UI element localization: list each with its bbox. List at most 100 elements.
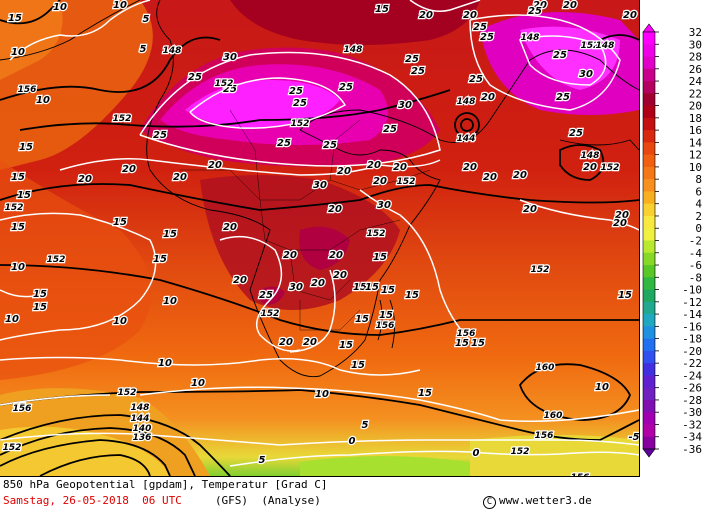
temperature-label: 15	[33, 289, 47, 300]
legend-value-label: 18	[689, 112, 702, 125]
temperature-label: 15	[11, 172, 25, 183]
legend-value-label: -18	[682, 333, 702, 346]
temperature-label: 10	[191, 378, 205, 389]
temperature-label: 10	[113, 316, 127, 327]
temperature-label: 15	[33, 302, 47, 313]
temperature-label: 15	[113, 217, 127, 228]
geopotential-label: 148	[596, 41, 615, 51]
geopotential-label: 152	[601, 163, 620, 173]
legend-color-swatch	[643, 68, 655, 82]
legend-value-label: -14	[682, 308, 702, 321]
legend-value-label: -34	[682, 431, 702, 444]
temperature-label: 20	[208, 160, 222, 171]
temperature-label: 25	[259, 290, 273, 301]
temperature-label: 20	[393, 162, 407, 173]
legend-color-swatch	[643, 338, 655, 352]
geopotential-label: 152	[47, 255, 66, 265]
legend-color-swatch	[643, 412, 655, 425]
temperature-label: 15	[11, 222, 25, 233]
legend-value-label: -2	[689, 235, 702, 248]
legend-color-swatch	[643, 215, 655, 229]
geopotential-label: 160	[544, 411, 563, 421]
geopotential-label: 152	[261, 309, 280, 319]
legend-value-label: -20	[682, 345, 702, 358]
geopotential-label: 152	[291, 119, 310, 129]
legend-value-label: -10	[682, 284, 702, 297]
legend-color-swatch	[643, 93, 655, 106]
temperature-label: 15	[375, 4, 389, 15]
temperature-label: 20	[283, 250, 297, 261]
legend-color-swatch	[643, 375, 655, 389]
temperature-label: 30	[579, 69, 593, 80]
legend-value-label: -30	[682, 406, 702, 419]
temperature-label: 10	[11, 47, 25, 58]
legend-color-swatch	[643, 265, 655, 278]
temperature-label: 15	[381, 285, 395, 296]
temperature-label: 15	[353, 282, 367, 293]
temperature-label: 10	[163, 296, 177, 307]
legend-value-label: 2	[695, 210, 702, 223]
temperature-label: 25	[469, 74, 483, 85]
temperature-label: 10	[113, 0, 127, 11]
temperature-label: 5	[140, 44, 147, 55]
geopotential-label: 152	[5, 203, 24, 213]
legend-color-swatch	[643, 142, 655, 156]
date-label: Samstag, 26-05-2018 06 UTC	[3, 494, 182, 507]
legend-color-swatch	[643, 301, 655, 315]
date-line: Samstag, 26-05-2018 06 UTC (GFS) (Analys…	[3, 494, 321, 507]
legend-value-label: 12	[689, 149, 702, 162]
temperature-label: 25	[188, 72, 202, 83]
geopotential-label: 152	[215, 79, 234, 89]
legend-color-swatch	[643, 252, 655, 266]
temperature-label: 25	[293, 98, 307, 109]
geopotential-label: 140	[133, 424, 152, 434]
temperature-label: 25	[411, 66, 425, 77]
legend-value-label: -8	[689, 271, 702, 284]
geopotential-label: 148	[163, 46, 182, 56]
geopotential-label: 152	[113, 114, 132, 124]
temperature-label: 5	[362, 420, 369, 431]
temperature-label: 15	[355, 314, 369, 325]
temperature-label: 30	[289, 282, 303, 293]
temperature-label: 15	[373, 252, 387, 263]
temperature-label: 20	[173, 172, 187, 183]
analysis-label: (Analyse)	[261, 494, 321, 507]
legend-scale: 32302826242220181614121086420-2-4-6-8-10…	[642, 23, 703, 458]
temperature-label: 15	[351, 360, 365, 371]
temperature-label: 20	[419, 10, 433, 21]
geopotential-label: 156	[535, 431, 554, 441]
legend-value-label: 24	[689, 75, 703, 88]
temperature-label: 0	[473, 448, 480, 459]
legend-min-arrow	[642, 448, 656, 458]
model-label: (GFS)	[214, 494, 249, 507]
temperature-label: 20	[279, 337, 293, 348]
temperature-label: 20	[233, 275, 247, 286]
legend-color-swatch	[643, 203, 655, 217]
temperature-label: 25	[153, 130, 167, 141]
temperature-label: 20	[328, 204, 342, 215]
temperature-label: 20	[223, 222, 237, 233]
legend-color-swatch	[643, 44, 655, 57]
temperature-label: 20	[373, 176, 387, 187]
temperature-label: 5	[143, 14, 150, 25]
legend-max-arrow	[642, 23, 656, 33]
legend-value-label: -22	[682, 357, 702, 370]
temperature-label: 25	[556, 92, 570, 103]
geopotential-label: 156	[376, 321, 395, 331]
map-title: 850 hPa Geopotential [gpdam], Temperatur…	[3, 478, 328, 491]
legend-value-label: -28	[682, 394, 702, 407]
temperature-label: 30	[377, 200, 391, 211]
temperature-label: 10	[158, 358, 172, 369]
temperature-label: 15	[153, 254, 167, 265]
geopotential-label: 148	[457, 97, 476, 107]
legend-value-label: 28	[689, 51, 702, 64]
temperature-label: 20	[583, 162, 597, 173]
temperature-label: 10	[5, 314, 19, 325]
temperature-label: 15	[339, 340, 353, 351]
temperature-label: 20	[483, 172, 497, 183]
geopotential-label: 156	[457, 329, 476, 339]
temperature-label: 25	[569, 128, 583, 139]
legend-color-swatch	[643, 314, 655, 327]
